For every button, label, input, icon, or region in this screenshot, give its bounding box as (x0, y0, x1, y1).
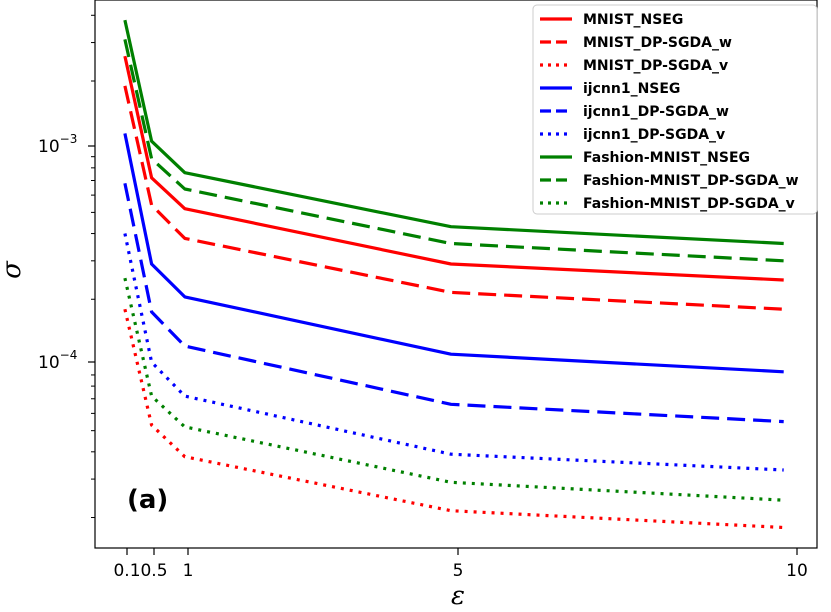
x-tick-label: 0.1 (113, 561, 140, 581)
series-line-Fashion-MNIST_DP-SGDA_w (123, 39, 784, 263)
series-line-MNIST_NSEG (123, 55, 784, 282)
legend-label: MNIST_DP-SGDA_v (583, 58, 728, 74)
series-line-ijcnn1_NSEG (123, 133, 784, 374)
legend-label: ijcnn1_NSEG (583, 81, 680, 97)
x-axis-label: ε (451, 581, 465, 611)
legend: MNIST_NSEG MNIST_DP-SGDA_w MNIST_DP-SGDA… (532, 4, 818, 215)
series-line-ijcnn1_DP-SGDA_v (123, 233, 784, 472)
series-line-ijcnn1_DP-SGDA_w (123, 182, 784, 424)
legend-label: MNIST_NSEG (583, 12, 683, 28)
y-tick-marks (88, 145, 95, 363)
y-tick-labels: 10−3 10−4 (38, 132, 77, 373)
series-line-MNIST_DP-SGDA_w (123, 85, 784, 311)
plot-frame (94, 0, 818, 549)
series-layer (123, 19, 784, 530)
series-line-Fashion-MNIST_DP-SGDA_v (123, 277, 784, 502)
legend-lines (540, 17, 572, 205)
series-line-MNIST_DP-SGDA_v (123, 308, 784, 530)
legend-label: ijcnn1_DP-SGDA_w (583, 104, 729, 120)
legend-label: MNIST_DP-SGDA_w (583, 35, 732, 51)
legend-label: ijcnn1_DP-SGDA_v (583, 127, 725, 143)
series-line-Fashion-MNIST_NSEG (123, 19, 784, 246)
x-tick-label: 0.5 (140, 561, 167, 581)
y-tick-label: 10−3 (38, 132, 77, 157)
x-tick-marks (126, 548, 798, 555)
y-minor-ticks (91, 14, 95, 519)
x-tick-label: 5 (453, 561, 464, 581)
panel-label: (a) (127, 485, 168, 515)
y-tick-label: 10−4 (38, 348, 77, 373)
legend-label: Fashion-MNIST_NSEG (583, 150, 750, 166)
legend-label: Fashion-MNIST_DP-SGDA_w (583, 173, 799, 189)
legend-label: Fashion-MNIST_DP-SGDA_v (583, 196, 795, 212)
x-tick-label: 1 (183, 561, 194, 581)
x-tick-label: 10 (786, 561, 808, 581)
legend-box (532, 4, 818, 215)
x-tick-labels: 0.1 0.5 1 5 10 (113, 561, 807, 581)
y-axis-label: σ (0, 260, 27, 279)
